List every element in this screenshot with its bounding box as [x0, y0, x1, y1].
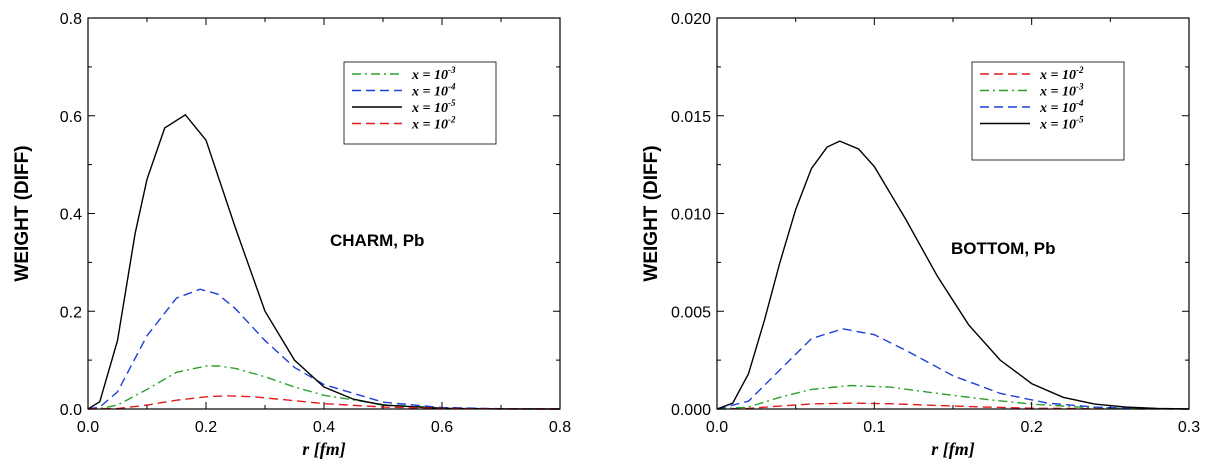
series-line-m4	[87, 288, 561, 410]
legend-label: x = 10-3	[1039, 82, 1084, 100]
legend: x = 10-3x = 10-4x = 10-5x = 10-2	[343, 61, 497, 145]
legend-label: x = 10-5	[1039, 115, 1084, 133]
y-tick-label: 0.0	[60, 402, 82, 419]
y-axis-label: WEIGHT (DIFF)	[641, 145, 662, 281]
legend-label: x = 10-4	[1039, 98, 1084, 116]
legend-label: x = 10-2	[411, 115, 456, 133]
y-tick-label: 0.015	[671, 109, 711, 126]
legend-label: x = 10-3	[411, 65, 456, 83]
legend-label: x = 10-4	[411, 82, 456, 100]
legend-box	[971, 61, 1125, 161]
series-line-m5	[716, 140, 1190, 410]
y-axis-label: WEIGHT (DIFF)	[12, 145, 33, 281]
x-tick-label: 0.2	[195, 419, 217, 436]
x-tick-label: 0.1	[863, 419, 885, 436]
y-tick-label: 0.6	[60, 109, 82, 126]
y-tick-label: 0.2	[60, 304, 82, 321]
chart-panel-2: 0.0 0.1 0.2 0.3 0.000 0.005 0.010 0.015 0.020 r […	[641, 11, 1200, 459]
series-line-m5	[87, 113, 561, 410]
x-tick-label: 0.3	[1178, 419, 1200, 436]
chart-panel-1: 0.0 0.2 0.4 0.6 0.8 0.0 0.2 0.4 0.6 0.8 r [fm] WEIG…	[12, 11, 571, 459]
x-tick-label: 0.0	[706, 419, 728, 436]
x-tick-label: 0.8	[549, 419, 571, 436]
y-tick-label: 0.8	[60, 11, 82, 28]
series-line-m4	[716, 328, 1190, 410]
chart-annotation: CHARM, Pb	[330, 231, 424, 250]
y-tick-label: 0.010	[671, 207, 711, 224]
x-axis-label: r [fm]	[931, 439, 975, 459]
x-tick-label: 0.0	[77, 419, 99, 436]
legend-label: x = 10-2	[1039, 65, 1084, 83]
x-tick-label: 0.2	[1021, 419, 1043, 436]
legend: x = 10-2x = 10-3x = 10-4x = 10-5	[971, 61, 1125, 161]
y-tick-label: 0.005	[671, 304, 711, 321]
x-axis-label: r [fm]	[302, 439, 346, 459]
legend-box	[343, 61, 497, 145]
legend-label: x = 10-5	[411, 98, 456, 116]
series-line-m3	[716, 384, 1190, 410]
chart-annotation: BOTTOM, Pb	[951, 239, 1056, 258]
y-tick-label: 0.000	[671, 402, 711, 419]
y-tick-label: 0.020	[671, 11, 711, 28]
x-tick-label: 0.4	[313, 419, 335, 436]
x-tick-label: 0.6	[431, 419, 453, 436]
y-tick-label: 0.4	[60, 207, 82, 224]
